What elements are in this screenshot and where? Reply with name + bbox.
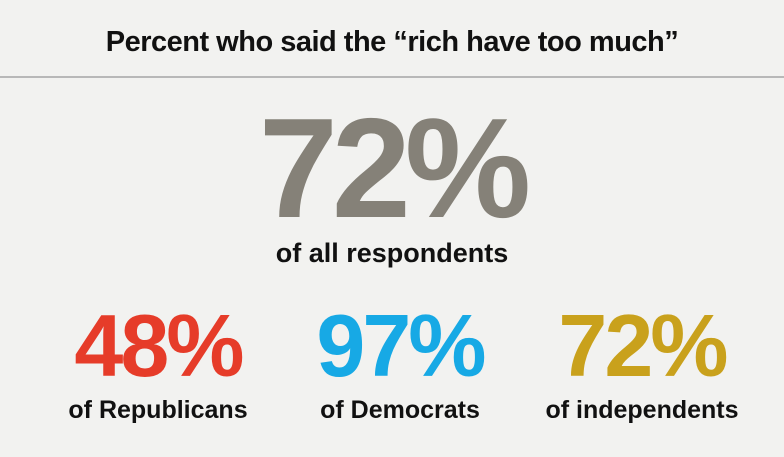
- title-divider: [0, 76, 784, 78]
- independents-label: of independents: [545, 396, 739, 424]
- title: Percent who said the “rich have too much…: [105, 26, 679, 58]
- overall-label: of all respondents: [275, 238, 509, 268]
- democrats-label: of Democrats: [320, 396, 480, 424]
- republicans-percent: 48%: [74, 296, 244, 395]
- stat-democrats: 97% of Democrats: [275, 302, 525, 426]
- stat-independents: 72% of independents: [517, 302, 767, 426]
- overall-percent: 72%: [258, 89, 531, 248]
- republicans-label: of Republicans: [68, 396, 248, 424]
- stat-republicans: 48% of Republicans: [33, 302, 283, 426]
- democrats-percent: 97%: [316, 296, 486, 395]
- independents-percent: 72%: [558, 296, 728, 395]
